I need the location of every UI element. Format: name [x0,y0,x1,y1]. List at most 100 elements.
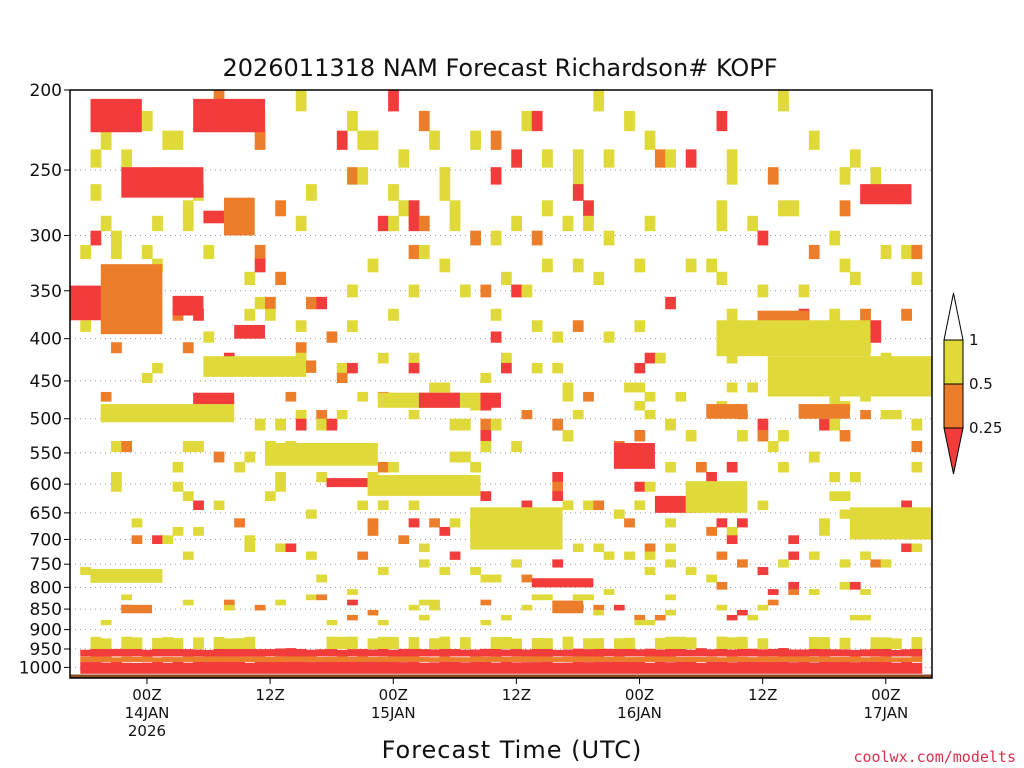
boundary-cell [367,649,379,657]
heatmap-cell [870,167,882,185]
heatmap-region [860,184,912,205]
boundary-cell [131,637,143,649]
heatmap-cell [521,284,533,298]
boundary-cell [716,661,728,674]
heatmap-region [234,324,265,339]
heatmap-cell [111,342,122,354]
boundary-cell [254,649,266,657]
colorbar-bottom-triangle [943,427,964,475]
boundary-cell [470,656,481,662]
heatmap-cell [347,167,358,185]
heatmap-cell [408,352,420,364]
x-tick-label: 16JAN [617,704,662,722]
heatmap-cell [470,130,481,150]
boundary-cell [901,657,912,662]
heatmap-cell [480,599,492,606]
boundary-cell [798,649,810,657]
boundary-cell [223,648,235,657]
boundary-cell [613,648,625,657]
boundary-cell [880,661,892,674]
heatmap-cell [223,604,235,611]
y-tick-label: 500 [30,410,62,430]
heatmap-cell [531,110,543,132]
heatmap-cell [254,130,266,150]
ground-surface [70,674,932,678]
heatmap-cell [490,418,502,431]
boundary-cell [100,662,112,674]
heatmap-cell [439,382,451,393]
boundary-cell [213,636,225,649]
heatmap-cell [726,308,738,321]
boundary-cell [234,638,245,649]
heatmap-cell [326,619,338,626]
heatmap-cell [377,619,389,626]
boundary-cell [244,662,256,674]
heatmap-cell [572,149,584,168]
heatmap-region [100,404,235,423]
boundary-cell [367,638,379,649]
boundary-cell [193,649,204,657]
boundary-cell [665,655,676,662]
heatmap-cell [511,149,523,168]
boundary-cell [798,661,810,674]
heatmap-region [470,507,563,550]
heatmap-cell [757,604,769,611]
boundary-cell [583,655,594,662]
heatmap-cell [911,244,923,260]
boundary-cell [429,657,440,662]
boundary-cell [80,662,92,674]
boundary-cell [152,661,163,674]
heatmap-cell [829,491,841,501]
heatmap-cell [839,167,851,185]
boundary-cell [100,648,112,657]
boundary-cell [336,649,348,657]
heatmap-cell [439,167,451,185]
heatmap-cell [306,184,317,201]
heatmap-cell [254,418,266,431]
heatmap-cell [819,526,830,536]
heatmap-cell [583,200,594,217]
heatmap-cell [480,284,492,298]
y-tick-label: 400 [30,330,62,350]
heatmap-cell [839,509,851,519]
heatmap-cell [182,491,194,501]
boundary-cell [398,662,410,674]
boundary-cell [911,662,923,674]
heatmap-cell [449,551,461,560]
boundary-cell [726,662,738,674]
y-tick-label: 600 [30,475,62,495]
heatmap-cell [808,244,820,260]
heatmap-cell [408,215,420,232]
boundary-cell [839,637,851,649]
boundary-cell [90,636,102,649]
boundary-cell [911,656,923,662]
boundary-cell [429,662,440,674]
boundary-cell [572,661,584,674]
boundary-cell [685,661,697,674]
heatmap-cell [449,518,461,528]
heatmap-cell [716,518,728,528]
heatmap-cell [90,149,102,168]
heatmap-cell [490,167,502,185]
boundary-cell [501,661,512,674]
heatmap-cell [295,418,307,431]
heatmap-cell [131,535,143,545]
boundary-cell [808,648,820,657]
heatmap-cell [490,308,502,321]
heatmap-cell [306,594,317,601]
boundary-cell [152,657,163,662]
boundary-cell [234,649,245,657]
heatmap-cell [470,230,481,246]
heatmap-cell [531,230,543,246]
heatmap-cell [244,535,256,545]
heatmap-cell [757,418,769,431]
heatmap-cell [244,451,256,463]
heatmap-cell [347,320,358,332]
boundary-cell [562,662,574,674]
boundary-cell [275,661,286,674]
heatmap-cell [388,461,399,473]
boundary-cell [654,637,666,649]
heatmap-cell [737,609,748,616]
heatmap-cell [849,471,861,483]
